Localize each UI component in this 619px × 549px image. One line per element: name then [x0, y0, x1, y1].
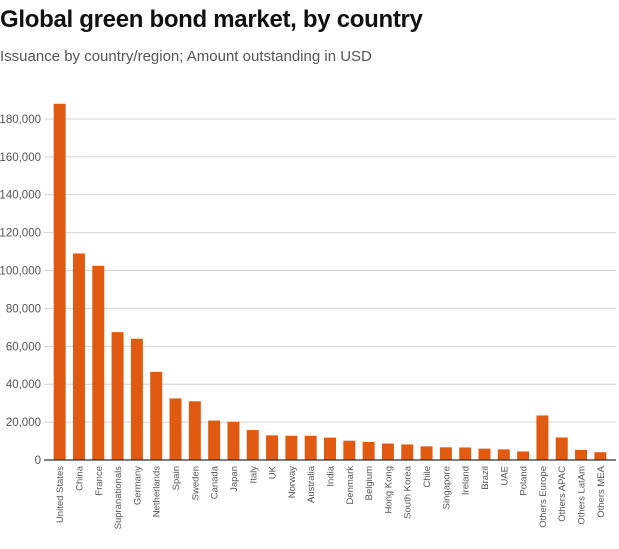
- x-tick-label: Italy: [248, 466, 259, 484]
- x-tick-label: Brazil: [480, 466, 491, 490]
- x-tick-label: Australia: [306, 465, 317, 503]
- x-tick-label: Singapore: [441, 466, 452, 509]
- x-tick-label: Denmark: [345, 466, 356, 505]
- bar: [536, 415, 549, 460]
- x-axis-labels: United States China France Supranationals Ge…: [55, 465, 607, 529]
- x-tick-label: France: [94, 466, 105, 496]
- bars: [53, 103, 607, 460]
- x-tick-label: Germany: [132, 466, 143, 505]
- x-tick-label: Japan: [229, 466, 240, 492]
- x-tick-label: Others Europe: [538, 466, 549, 528]
- y-tick-label: 120,000: [0, 228, 41, 240]
- y-tick-label: 40,000: [6, 379, 41, 391]
- bar: [188, 401, 201, 460]
- x-tick-label: Hong Kong: [383, 466, 394, 514]
- chart-title: Global green bond market, by country: [0, 6, 423, 33]
- bar: [246, 430, 259, 460]
- y-tick-label: 160,000: [0, 152, 41, 164]
- y-tick-label: 20,000: [6, 417, 41, 429]
- bar: [401, 444, 414, 460]
- x-tick-label: UAE: [499, 466, 510, 486]
- bar: [92, 265, 105, 460]
- bar: [420, 446, 433, 460]
- chart-subtitle: Issuance by country/region; Amount outst…: [0, 48, 372, 65]
- bar: [362, 442, 375, 460]
- x-tick-label: Norway: [287, 466, 298, 498]
- x-tick-label: Sweden: [190, 466, 201, 500]
- y-tick-label: 60,000: [6, 341, 41, 353]
- y-tick-label: 180,000: [0, 114, 41, 126]
- y-tick-label: 100,000: [0, 266, 41, 278]
- bar: [266, 435, 279, 460]
- bar: [555, 437, 568, 460]
- bar: [478, 448, 491, 460]
- bar: [517, 451, 530, 460]
- x-tick-label: Poland: [519, 466, 530, 496]
- x-tick-label: South Korea: [403, 465, 414, 519]
- y-axis-ticks: 0 20,000 40,000 60,000 80,000 100,000 120,000 1…: [0, 114, 41, 467]
- y-tick-label: 140,000: [0, 190, 41, 202]
- bar: [304, 435, 317, 460]
- x-tick-label: China: [74, 465, 85, 491]
- bar: [324, 437, 336, 460]
- bar: [111, 332, 124, 460]
- bar: [459, 447, 472, 460]
- x-tick-label: Belgium: [364, 466, 375, 500]
- bar: [208, 420, 221, 460]
- bar: [169, 398, 182, 460]
- x-tick-label: Supranationals: [113, 466, 124, 530]
- bar: [381, 443, 394, 460]
- bar: [343, 440, 356, 460]
- y-tick-label: 80,000: [6, 303, 41, 315]
- bar: [594, 452, 607, 460]
- x-tick-label: Others APAC: [557, 466, 568, 522]
- gridlines: [44, 118, 616, 423]
- x-tick-label: Others LatAm: [577, 466, 588, 525]
- bar: [439, 447, 452, 460]
- y-tick-label: 0: [35, 455, 41, 467]
- bar: [497, 449, 510, 460]
- bar: [72, 253, 85, 460]
- bar: [150, 371, 163, 460]
- bar: [285, 435, 298, 460]
- x-tick-label: Canada: [210, 465, 221, 499]
- bar: [575, 449, 588, 460]
- bar: [53, 103, 66, 460]
- x-tick-label: United States: [55, 466, 66, 523]
- x-tick-label: Others MEA: [596, 465, 607, 517]
- x-tick-label: India: [326, 465, 337, 486]
- x-tick-label: Chile: [422, 466, 433, 488]
- x-tick-label: Netherlands: [152, 466, 163, 517]
- x-tick-label: Ireland: [461, 466, 472, 495]
- bar: [227, 421, 240, 460]
- x-tick-label: UK: [268, 465, 279, 479]
- x-tick-label: Spain: [171, 466, 182, 490]
- bar: [130, 338, 143, 460]
